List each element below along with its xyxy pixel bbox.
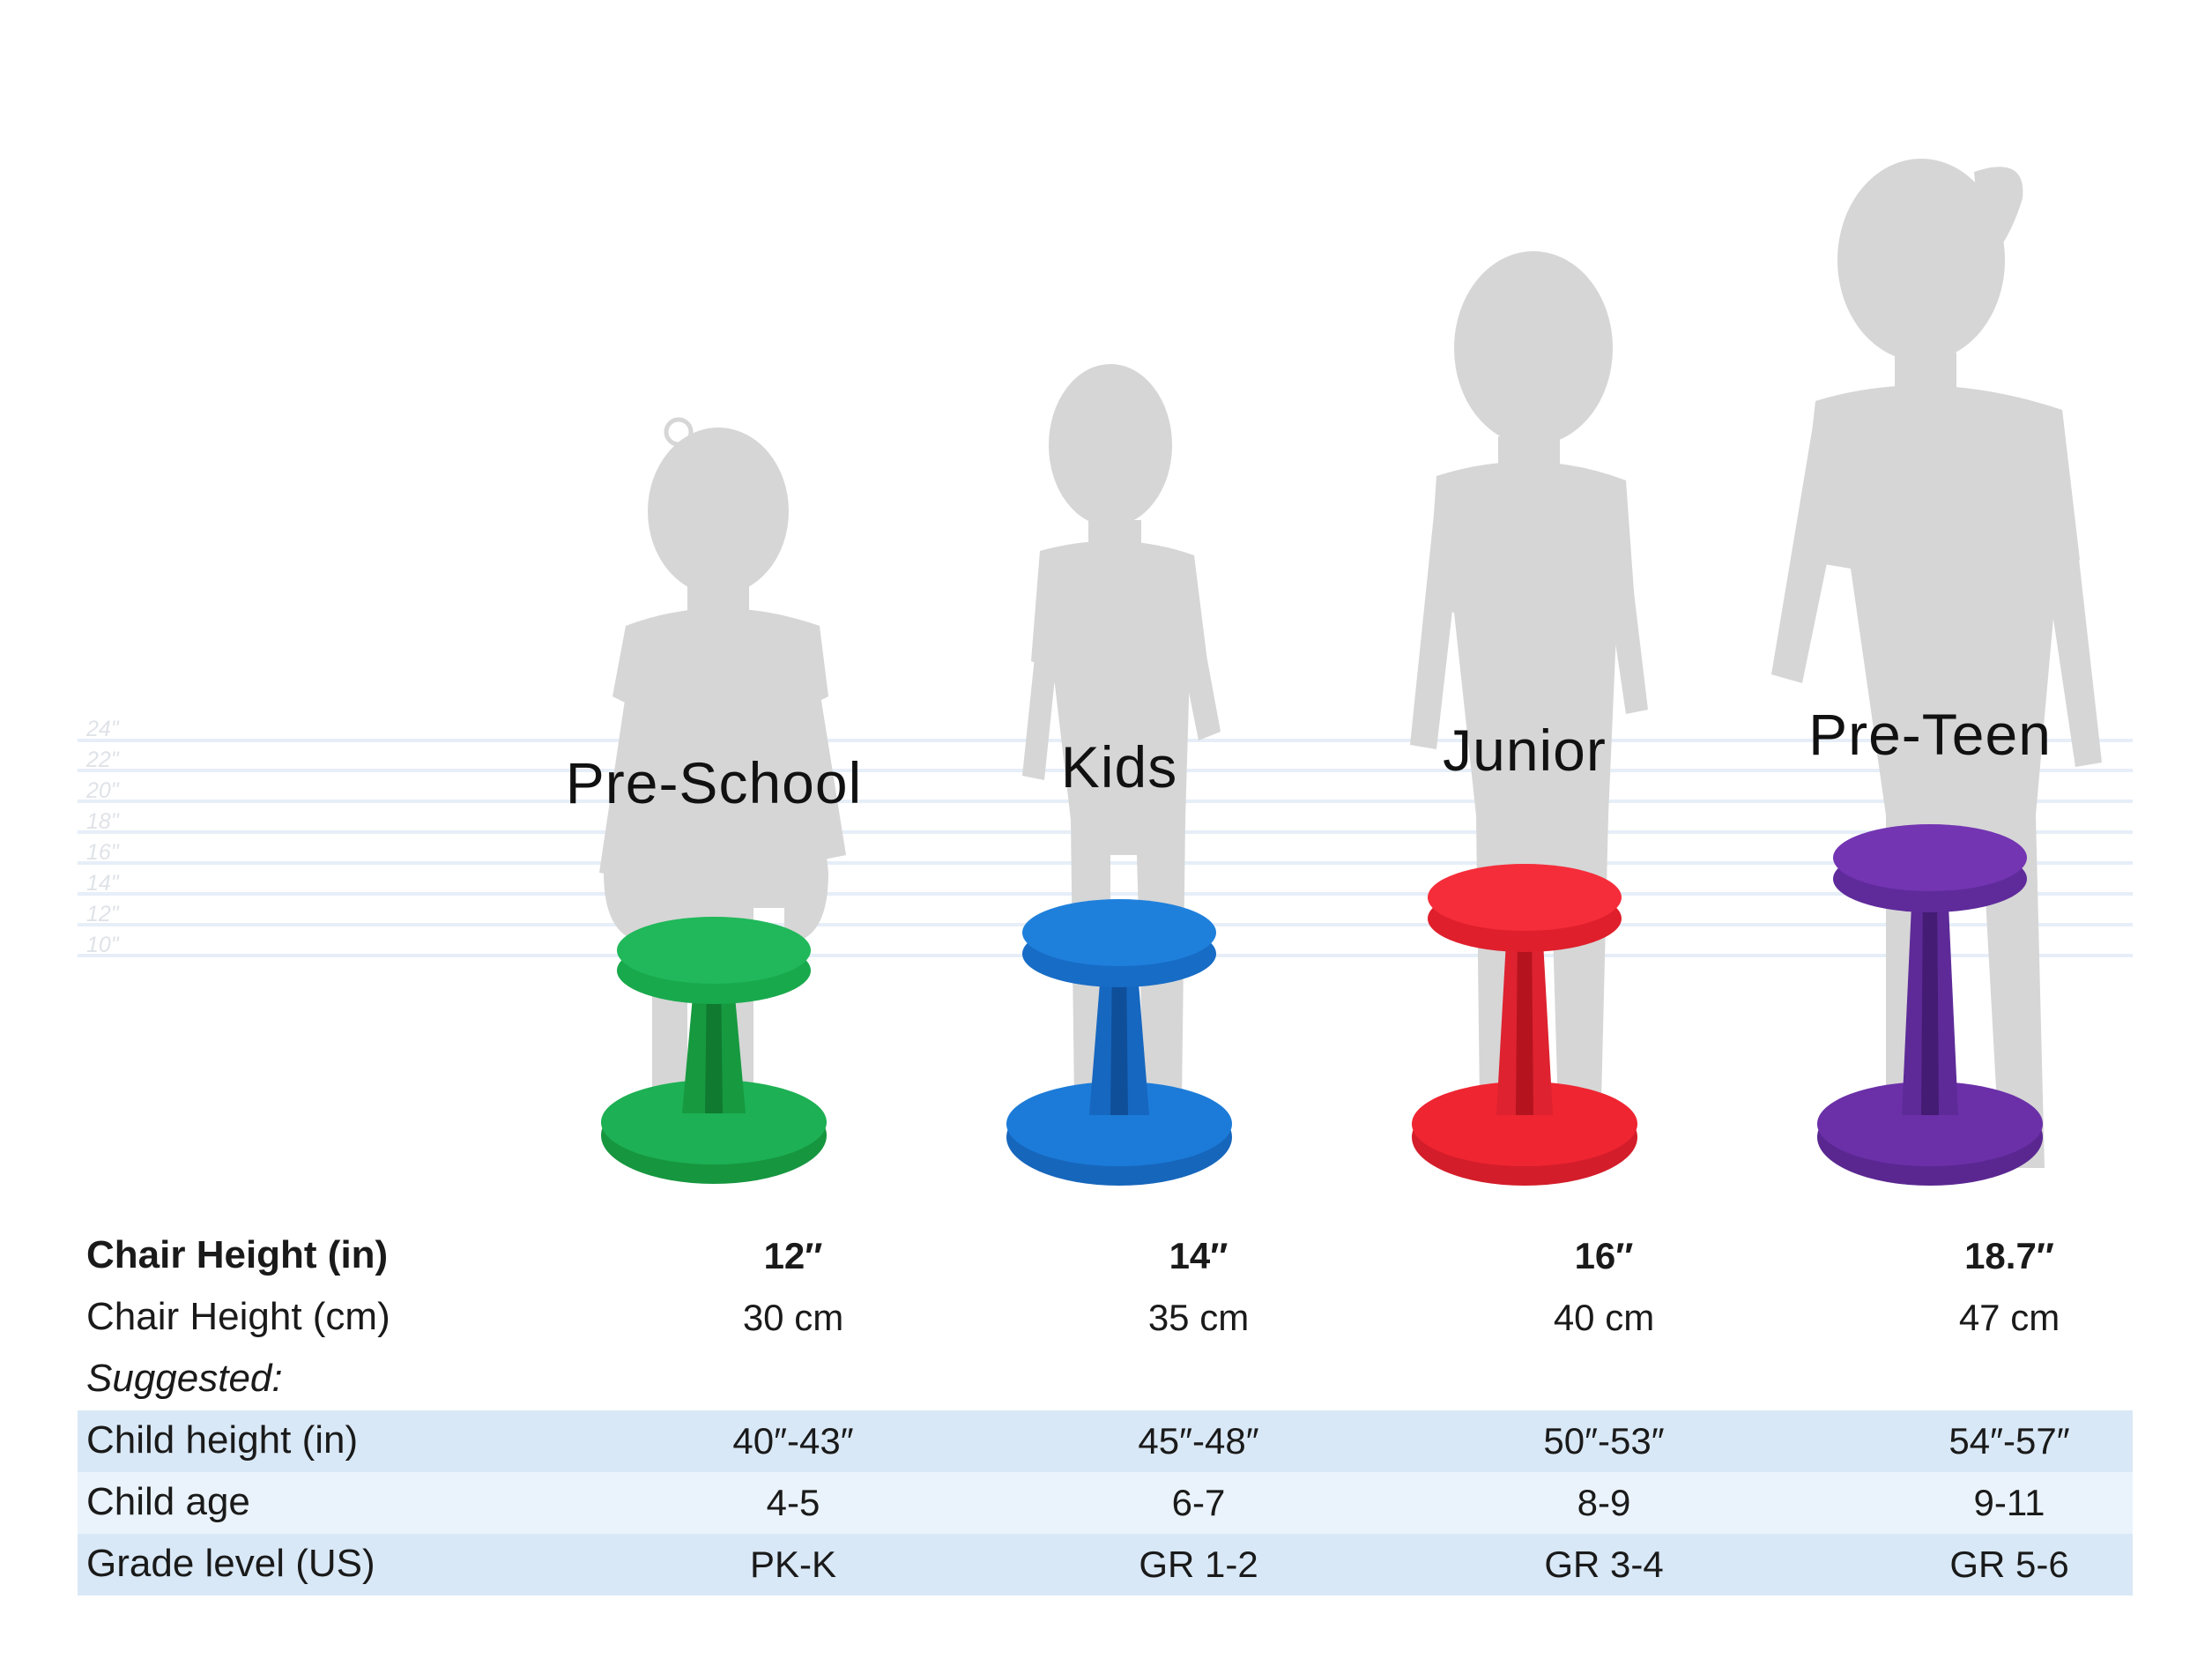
child-silhouette-kids bbox=[1022, 364, 1221, 1172]
ruler-tick-label: 16" bbox=[86, 840, 119, 865]
row-child-age: Child age 4-5 6-7 8-9 9-11 bbox=[78, 1472, 2133, 1534]
cell-height-cm: 35 cm bbox=[1147, 1297, 1250, 1338]
chair-pre-teen-purple bbox=[1817, 824, 2043, 1186]
model-title-pre-teen: Pre-Teen bbox=[1808, 702, 2052, 767]
section-label: Suggested: bbox=[86, 1357, 283, 1400]
child-silhouette-junior bbox=[1410, 251, 1648, 1172]
row-label: Chair Height (cm) bbox=[86, 1295, 390, 1338]
row-label: Child age bbox=[86, 1480, 250, 1523]
ruler-tick-label: 20" bbox=[86, 778, 119, 803]
cell-grade-level: GR 1-2 bbox=[1139, 1544, 1258, 1585]
cell-child-age: 8-9 bbox=[1577, 1482, 1631, 1523]
ruler-tick-label: 22" bbox=[86, 748, 119, 772]
cell-child-height: 40″-43″ bbox=[732, 1420, 854, 1462]
cell-height-in: 14″ bbox=[1169, 1235, 1228, 1276]
ruler-tick-label: 14" bbox=[86, 871, 119, 896]
cell-height-cm: 30 cm bbox=[742, 1297, 844, 1338]
cell-child-height: 50″-53″ bbox=[1543, 1420, 1665, 1462]
model-title-pre-school: Pre-School bbox=[565, 750, 863, 815]
row-label: Child height (in) bbox=[86, 1418, 359, 1462]
ruler-tick-label: 24" bbox=[86, 717, 119, 741]
row-label: Chair Height (in) bbox=[86, 1233, 389, 1276]
ruler-tick-label: 12" bbox=[86, 902, 119, 926]
ruler-tick-label: 10" bbox=[86, 933, 119, 957]
cell-grade-level: PK-K bbox=[749, 1544, 837, 1585]
cell-grade-level: GR 5-6 bbox=[1949, 1544, 2069, 1585]
child-silhouette-preteen bbox=[1771, 159, 2102, 1168]
cell-child-age: 9-11 bbox=[1973, 1482, 2045, 1523]
row-chair-height-cm: Chair Height (cm) 30 cm 35 cm 40 cm 47 c… bbox=[78, 1287, 2133, 1349]
row-chair-height-in: Chair Height (in) 12″ 14″ 16″ 18.7″ bbox=[78, 1225, 2133, 1287]
cell-height-in: 18.7″ bbox=[1964, 1235, 2054, 1276]
cell-height-in: 16″ bbox=[1574, 1235, 1634, 1276]
cell-child-height: 45″-48″ bbox=[1138, 1420, 1259, 1462]
cell-child-age: 6-7 bbox=[1171, 1482, 1226, 1523]
ruler-tick-label: 18" bbox=[86, 809, 119, 834]
chair-junior-red bbox=[1412, 864, 1637, 1186]
model-title-junior: Junior bbox=[1443, 718, 1607, 783]
model-title-kids: Kids bbox=[1060, 734, 1178, 800]
cell-grade-level: GR 3-4 bbox=[1544, 1544, 1664, 1585]
row-child-height: Child height (in) 40″-43″ 45″-48″ 50″-53… bbox=[78, 1410, 2133, 1472]
row-suggested: Suggested: bbox=[78, 1349, 2133, 1410]
row-label: Grade level (US) bbox=[86, 1542, 375, 1585]
cell-height-in: 12″ bbox=[763, 1235, 823, 1276]
cell-height-cm: 40 cm bbox=[1553, 1297, 1655, 1338]
chair-kids-blue bbox=[1006, 899, 1232, 1186]
row-grade-level: Grade level (US) PK-K GR 1-2 GR 3-4 GR 5… bbox=[78, 1534, 2133, 1596]
cell-height-cm: 47 cm bbox=[1958, 1297, 2060, 1338]
chair-pre-school-green bbox=[601, 917, 827, 1184]
cell-child-age: 4-5 bbox=[766, 1482, 820, 1523]
cell-child-height: 54″-57″ bbox=[1948, 1420, 2070, 1462]
child-silhouette-preschool bbox=[599, 417, 846, 1172]
